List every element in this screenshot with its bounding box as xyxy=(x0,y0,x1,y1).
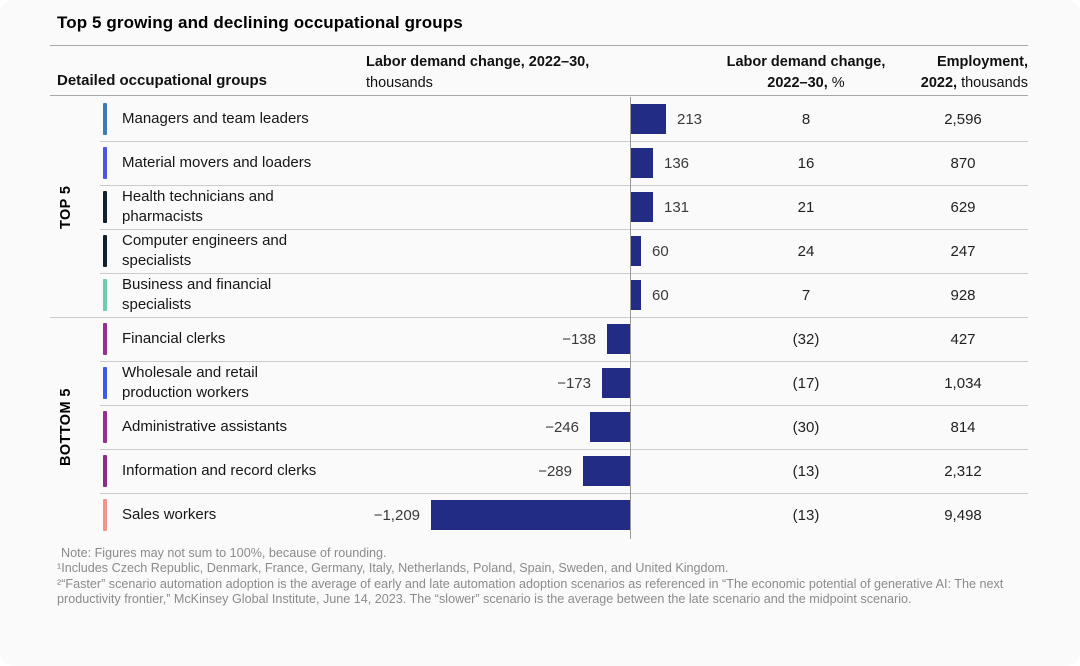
demand-bar xyxy=(631,148,653,178)
demand-bar xyxy=(583,456,630,486)
column-header-demand-thousands: Labor demand change, 2022–30, thousands xyxy=(366,52,589,94)
occupation-label: Wholesale and retail production workers xyxy=(122,364,258,401)
employment-value: 629 xyxy=(950,198,976,216)
column-header-employment: Employment, 2022, thousands xyxy=(818,52,1028,94)
demand-value: −173 xyxy=(557,374,591,392)
demand-bar xyxy=(631,236,641,266)
occupation-label: Business and financial specialists xyxy=(122,276,272,313)
table-row: Material movers and loaders 136 16 870 xyxy=(0,141,1080,185)
demand-bar xyxy=(431,500,630,530)
demand-value: 60 xyxy=(652,242,669,260)
footnote-1: ¹Includes Czech Republic, Denmark, Franc… xyxy=(57,561,729,576)
table-row: Administrative assistants −246 (30) 814 xyxy=(0,405,1080,449)
demand-pct-value: (17) xyxy=(792,374,820,392)
category-color-tick xyxy=(103,191,107,223)
occupation-label: Material movers and loaders xyxy=(122,154,312,172)
column-header-demand-pct-unit: % xyxy=(831,75,845,91)
table-row: Information and record clerks −289 (13) … xyxy=(0,449,1080,493)
employment-value: 427 xyxy=(950,330,976,348)
column-header-demand-thousands-line1: Labor demand change, 2022–30, xyxy=(366,54,590,70)
occupation-label: Administrative assistants xyxy=(122,418,288,436)
demand-bar xyxy=(602,368,630,398)
demand-bar xyxy=(631,104,666,134)
table-row: Sales workers −1,209 (13) 9,498 xyxy=(0,493,1080,537)
column-header-employment-line1: Employment, xyxy=(936,54,1028,70)
demand-value: −246 xyxy=(545,418,579,436)
demand-bar xyxy=(607,324,630,354)
demand-pct-value: (13) xyxy=(792,506,820,524)
table-row: Managers and team leaders 213 8 2,596 xyxy=(0,97,1080,141)
demand-bar xyxy=(590,412,630,442)
demand-pct-value: 8 xyxy=(801,110,811,128)
table-rows: Managers and team leaders 213 8 2,596 Ma… xyxy=(0,97,1080,537)
footnote-2: ²“Faster” scenario automation adoption i… xyxy=(57,576,1004,607)
employment-value: 814 xyxy=(950,418,976,436)
demand-pct-value: 16 xyxy=(797,154,815,172)
category-color-tick xyxy=(103,103,107,135)
column-header-groups: Detailed occupational groups xyxy=(57,72,268,89)
demand-bar xyxy=(631,280,641,310)
occupation-label: Health technicians and pharmacists xyxy=(122,188,274,225)
table-row: Financial clerks −138 (32) 427 xyxy=(0,317,1080,361)
employment-value: 2,312 xyxy=(944,462,982,480)
category-color-tick xyxy=(103,323,107,355)
occupation-label: Managers and team leaders xyxy=(122,110,309,128)
employment-value: 1,034 xyxy=(944,374,982,392)
category-color-tick xyxy=(103,235,107,267)
occupation-label: Information and record clerks xyxy=(122,462,317,480)
employment-value: 870 xyxy=(950,154,976,172)
demand-value: −1,209 xyxy=(373,506,420,524)
demand-pct-value: 24 xyxy=(797,242,815,260)
occupation-label: Computer engineers and specialists xyxy=(122,232,288,269)
demand-value: 60 xyxy=(652,286,669,304)
demand-value: 131 xyxy=(664,198,690,216)
demand-pct-value: 7 xyxy=(801,286,811,304)
employment-value: 928 xyxy=(950,286,976,304)
occupation-label: Financial clerks xyxy=(122,330,226,348)
column-header-demand-pct: Labor demand change, 2022–30, % xyxy=(666,52,946,94)
demand-bar xyxy=(631,192,653,222)
demand-value: 136 xyxy=(664,154,690,172)
column-header-demand-pct-line2: 2022–30, xyxy=(767,75,828,91)
occupation-label: Sales workers xyxy=(122,506,217,524)
footnotes: Note: Figures may not sum to 100%, becau… xyxy=(57,546,1055,608)
employment-value: 247 xyxy=(950,242,976,260)
demand-value: −138 xyxy=(562,330,596,348)
header-top-rule xyxy=(50,45,1028,46)
category-color-tick xyxy=(103,455,107,487)
chart-title: Top 5 growing and declining occupational… xyxy=(57,13,463,32)
column-header-employment-line2: 2022, xyxy=(920,75,958,91)
column-header-demand-thousands-unit: thousands xyxy=(366,75,433,91)
demand-pct-value: 21 xyxy=(797,198,815,216)
employment-value: 2,596 xyxy=(944,110,982,128)
category-color-tick xyxy=(103,411,107,443)
demand-pct-value: (30) xyxy=(792,418,820,436)
category-color-tick xyxy=(103,147,107,179)
table-row: Health technicians and pharmacists 131 2… xyxy=(0,185,1080,229)
zero-baseline-axis xyxy=(630,97,631,539)
category-color-tick xyxy=(103,499,107,531)
demand-pct-value: (32) xyxy=(792,330,820,348)
demand-value: −289 xyxy=(538,462,572,480)
footnote-note: Note: Figures may not sum to 100%, becau… xyxy=(61,546,387,560)
header-bottom-rule xyxy=(50,95,1028,96)
category-color-tick xyxy=(103,279,107,311)
demand-value: 213 xyxy=(677,110,703,128)
category-color-tick xyxy=(103,367,107,399)
column-header-employment-unit: thousands xyxy=(961,75,1028,91)
table-row: Wholesale and retail production workers … xyxy=(0,361,1080,405)
table-row: Business and financial specialists 60 7 … xyxy=(0,273,1080,317)
table-row: Computer engineers and specialists 60 24… xyxy=(0,229,1080,273)
demand-pct-value: (13) xyxy=(792,462,820,480)
column-header-demand-pct-line1: Labor demand change, xyxy=(726,54,886,70)
employment-value: 9,498 xyxy=(944,506,982,524)
